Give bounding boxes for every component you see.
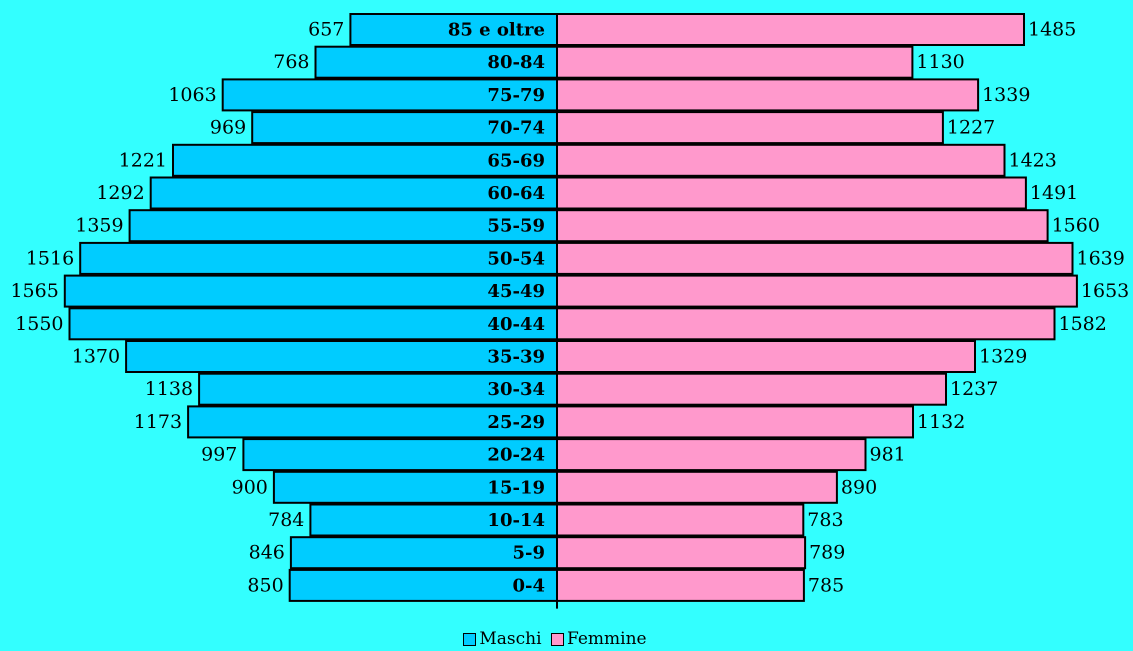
bars-group xyxy=(63,13,1078,602)
age-group-label: 45-49 xyxy=(487,281,545,302)
value-label-femmine: 1329 xyxy=(979,346,1027,368)
value-label-maschi: 1221 xyxy=(119,149,167,171)
value-label-femmine: 789 xyxy=(809,542,845,564)
bar-femmine xyxy=(556,111,944,145)
bar-maschi xyxy=(68,307,558,341)
bar-maschi xyxy=(272,470,558,504)
bar-femmine xyxy=(556,438,867,472)
value-label-maschi: 1516 xyxy=(26,247,74,269)
value-label-maschi: 1550 xyxy=(15,313,63,335)
value-label-maschi: 1565 xyxy=(10,280,58,302)
age-group-label: 50-54 xyxy=(487,248,545,269)
value-label-femmine: 1491 xyxy=(1030,182,1078,204)
legend-swatch-femmine xyxy=(550,632,564,646)
age-group-label: 75-79 xyxy=(487,85,545,106)
value-label-femmine: 785 xyxy=(808,574,844,596)
bar-maschi xyxy=(349,13,558,46)
age-group-label: 60-64 xyxy=(487,183,545,204)
legend-label-femmine: Femmine xyxy=(566,629,647,649)
bar-femmine xyxy=(556,503,805,537)
bar-femmine xyxy=(556,405,914,439)
legend-item-femmine: Femmine xyxy=(550,629,647,649)
bar-femmine xyxy=(556,78,980,112)
bar-femmine xyxy=(556,568,805,602)
age-group-label: 10-14 xyxy=(487,510,545,531)
age-group-label: 35-39 xyxy=(487,347,545,368)
bar-femmine xyxy=(556,143,1006,177)
bar-maschi xyxy=(314,45,558,79)
age-group-label: 55-59 xyxy=(487,216,545,237)
value-label-maschi: 657 xyxy=(308,19,344,41)
value-label-maschi: 997 xyxy=(201,444,237,466)
value-label-maschi: 1173 xyxy=(134,411,182,433)
value-label-maschi: 846 xyxy=(249,542,285,564)
labels-group: 657 1485 85 e oltre 768 1130 80-84 1063 1339 75-… xyxy=(10,19,1129,597)
value-label-maschi: 1063 xyxy=(168,84,216,106)
value-label-femmine: 1237 xyxy=(950,378,998,400)
bar-femmine xyxy=(556,176,1027,210)
age-group-label: 70-74 xyxy=(487,118,545,139)
age-group-label: 20-24 xyxy=(487,445,545,466)
age-group-label: 85 e oltre xyxy=(448,20,545,41)
bar-maschi xyxy=(251,111,558,145)
bar-maschi xyxy=(288,568,558,602)
age-group-label: 5-9 xyxy=(512,543,545,564)
age-group-label: 80-84 xyxy=(487,52,545,73)
bar-maschi xyxy=(172,143,558,177)
age-group-label: 25-29 xyxy=(487,412,545,433)
bar-femmine xyxy=(556,13,1025,46)
value-label-femmine: 1639 xyxy=(1077,247,1125,269)
value-label-maschi: 1359 xyxy=(75,215,123,237)
bar-femmine xyxy=(556,340,976,373)
legend-label-maschi: Maschi xyxy=(479,629,542,649)
legend-swatch-maschi xyxy=(463,632,477,646)
value-label-femmine: 1339 xyxy=(982,84,1030,106)
value-label-femmine: 1130 xyxy=(916,51,964,73)
bar-femmine xyxy=(556,372,947,406)
bar-femmine xyxy=(556,274,1078,308)
bar-maschi xyxy=(309,503,558,537)
age-group-label: 30-34 xyxy=(487,379,545,400)
value-label-femmine: 981 xyxy=(870,444,906,466)
value-label-femmine: 890 xyxy=(841,476,877,498)
value-label-maschi: 969 xyxy=(210,117,246,139)
value-label-femmine: 1227 xyxy=(947,117,995,139)
bar-maschi xyxy=(221,78,558,112)
legend-item-maschi: Maschi xyxy=(463,629,542,649)
value-label-maschi: 1292 xyxy=(96,182,144,204)
value-label-femmine: 1560 xyxy=(1052,215,1100,237)
value-label-maschi: 1370 xyxy=(72,346,120,368)
value-label-maschi: 1138 xyxy=(145,378,193,400)
value-label-maschi: 850 xyxy=(247,574,283,596)
age-group-label: 65-69 xyxy=(487,150,545,171)
bar-maschi xyxy=(128,209,558,243)
bar-femmine xyxy=(556,307,1056,341)
value-label-femmine: 1132 xyxy=(917,411,965,433)
bar-maschi xyxy=(79,241,558,275)
bar-femmine xyxy=(556,241,1074,275)
value-label-femmine: 1423 xyxy=(1009,149,1057,171)
age-group-label: 0-4 xyxy=(512,575,545,596)
age-group-label: 40-44 xyxy=(487,314,545,335)
value-label-maschi: 900 xyxy=(232,476,268,498)
age-group-label: 15-19 xyxy=(487,477,545,498)
bar-maschi xyxy=(198,372,558,406)
bar-maschi xyxy=(187,405,558,439)
bar-femmine xyxy=(556,536,807,570)
value-label-femmine: 783 xyxy=(807,509,843,531)
value-label-femmine: 1485 xyxy=(1028,19,1076,41)
bar-femmine xyxy=(556,45,914,79)
value-label-femmine: 1653 xyxy=(1081,280,1129,302)
bar-maschi xyxy=(242,438,558,472)
bar-maschi xyxy=(63,274,559,308)
bar-maschi xyxy=(125,340,558,373)
bar-femmine xyxy=(556,470,838,504)
value-label-maschi: 784 xyxy=(268,509,304,531)
chart-legend: Maschi Femmine xyxy=(0,629,1110,651)
bar-femmine xyxy=(556,209,1049,243)
value-label-maschi: 768 xyxy=(273,51,309,73)
value-label-femmine: 1582 xyxy=(1059,313,1107,335)
